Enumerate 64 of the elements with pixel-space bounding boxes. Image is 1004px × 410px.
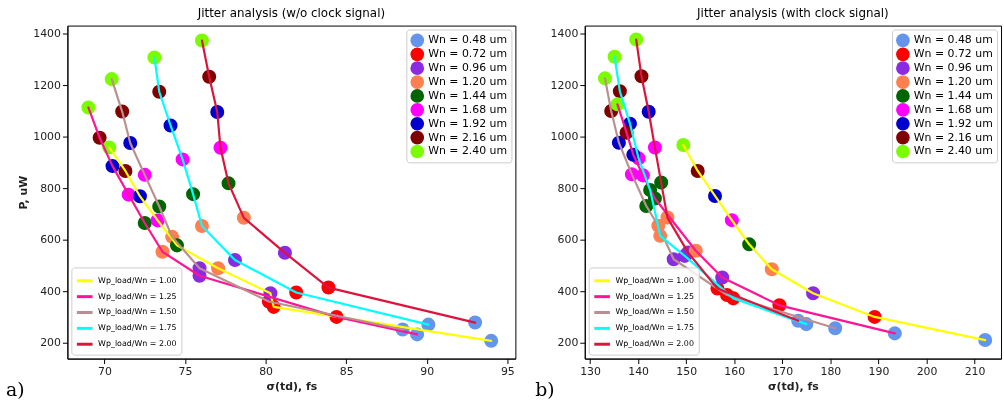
legend-label: Wp_load/Wn = 1.75 [615, 323, 694, 333]
legend-label: Wn = 2.16 um [428, 130, 508, 144]
legend-label: Wp_load/Wn = 1.25 [615, 291, 694, 301]
legend-label: Wp_load/Wn = 1.00 [615, 275, 694, 285]
legend-label: Wp_load/Wn = 1.00 [98, 275, 177, 285]
legend-label: Wn = 1.20 um [428, 75, 508, 89]
x-tick-label: 80 [259, 364, 274, 378]
y-tick-label: 400 [40, 284, 62, 298]
legend-label: Wn = 0.96 um [913, 61, 993, 75]
x-tick-label: 140 [628, 364, 650, 378]
text: a) [5, 379, 25, 401]
legend-label: Wn = 0.48 um [913, 33, 993, 47]
legend-label: Wn = 2.40 um [913, 144, 993, 158]
y-tick-label: 800 [40, 181, 62, 195]
legend-label: Wn = 1.44 um [428, 88, 508, 102]
legend-label: Wp_load/Wn = 2.00 [615, 339, 694, 349]
y-tick-label: 400 [557, 284, 579, 298]
chart-title: Jitter analysis (with clock signal) [696, 5, 889, 20]
y-tick-label: 200 [40, 336, 62, 350]
legend-label: Wn = 2.16 um [913, 130, 993, 144]
chart-title: Jitter analysis (w/o clock signal) [196, 5, 386, 20]
y-tick-label: 1400 [33, 27, 62, 41]
x-tick-label: 130 [580, 364, 601, 378]
legend-label: Wn = 1.68 um [913, 102, 993, 116]
y-tick-label: 600 [557, 233, 579, 247]
x-tick-label: 210 [964, 364, 986, 378]
legend-label: Wp_load/Wn = 1.50 [98, 307, 177, 317]
y-tick-label: 1000 [550, 130, 579, 144]
legend-label: Wn = 0.72 um [428, 47, 508, 61]
x-tick-label: 95 [500, 364, 515, 378]
legend-label: Wn = 1.20 um [913, 75, 993, 89]
y-tick-label: 800 [557, 181, 579, 195]
x-axis-title: σ(td), fs [768, 379, 819, 393]
x-tick-label: 190 [868, 364, 890, 378]
x-tick-label: 75 [178, 364, 193, 378]
x-tick-label: 200 [916, 364, 938, 378]
x-tick-label: 170 [772, 364, 794, 378]
x-tick-label: 160 [724, 364, 746, 378]
x-tick-label: 85 [339, 364, 354, 378]
y-tick-label: 1200 [33, 78, 62, 92]
legend-label: Wn = 1.92 um [913, 116, 993, 130]
legend-label: Wp_load/Wn = 2.00 [98, 339, 177, 349]
x-tick-label: 70 [98, 364, 112, 378]
x-tick-label: 180 [820, 364, 842, 378]
y-tick-label: 1000 [33, 130, 62, 144]
legend-label: Wn = 0.72 um [913, 47, 993, 61]
legend-label: Wn = 2.40 um [428, 144, 508, 158]
x-tick-label: 90 [420, 364, 435, 378]
legend-label: Wn = 1.68 um [428, 102, 508, 116]
legend-label: Wn = 0.48 um [428, 33, 508, 47]
legend-label: Wp_load/Wn = 1.75 [98, 323, 177, 333]
legend-label: Wp_load/Wn = 1.50 [615, 307, 694, 317]
y-tick-label: 1400 [550, 27, 579, 41]
text: b) [535, 379, 555, 401]
y-tick-label: 200 [557, 336, 579, 350]
y-tick-label: 600 [40, 233, 62, 247]
y-tick-label: 1200 [550, 78, 579, 92]
legend-label: Wp_load/Wn = 1.25 [98, 291, 177, 301]
y-axis-title: P, uW [17, 175, 31, 210]
legend-label: Wn = 1.44 um [913, 88, 993, 102]
legend-label: Wn = 1.92 um [428, 116, 508, 130]
legend-label: Wn = 0.96 um [428, 61, 508, 75]
x-tick-label: 150 [676, 364, 698, 378]
x-axis-title: σ(td), fs [266, 379, 318, 393]
